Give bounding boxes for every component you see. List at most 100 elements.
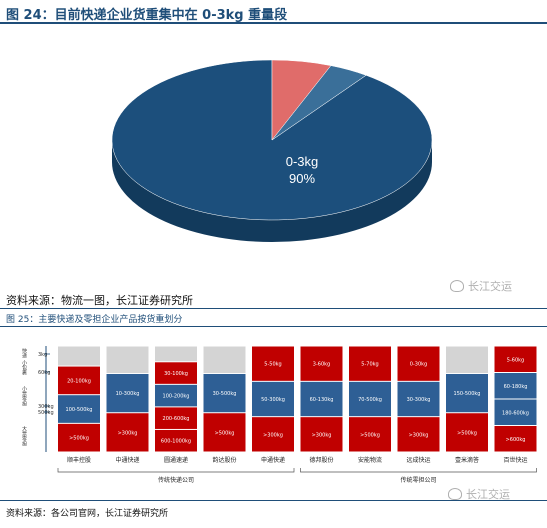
watermark-1: 长江交运 — [450, 278, 512, 294]
figure-25-source: 资料来源：各公司官网，长江证券研究所 — [6, 509, 169, 519]
segment-label: 200-600kg — [163, 416, 190, 422]
pie-slice-2 — [271, 65, 367, 141]
axis-tick-label: 300kg — [38, 404, 54, 410]
segment-label: 60-180kg — [504, 384, 528, 390]
group-bracket — [300, 468, 537, 473]
segment-blue — [58, 395, 100, 423]
segment-blue — [446, 373, 488, 413]
segment-red — [252, 417, 294, 452]
segment-red — [397, 346, 440, 381]
segment-label: 5-50kg — [264, 362, 281, 368]
segment-label: 180-600kg — [502, 410, 529, 416]
segment-label: 30-500kg — [213, 391, 237, 397]
pie-chart: 0-3kg 90% — [111, 59, 433, 242]
segment-label: >600kg — [506, 437, 526, 443]
watermark-2: 长江交运 — [448, 486, 510, 502]
segment-label: 30-300kg — [407, 397, 431, 403]
company-name: 安能物流 — [358, 456, 382, 464]
segment-label: 0-30kg — [410, 362, 427, 368]
axis-band-label: 小票零担 — [21, 385, 27, 406]
axis-tick-label: 500kg — [38, 410, 54, 416]
segment-red — [155, 429, 197, 452]
segment-red — [58, 366, 100, 395]
pie-slice-value: 90% — [289, 171, 315, 186]
company-name: 韵达股份 — [212, 456, 236, 464]
segment-label: 600-1000kg — [161, 439, 191, 445]
wechat-icon — [448, 488, 462, 500]
segment-label: 150-500kg — [454, 391, 481, 397]
axis-tick-label: 3kg — [38, 352, 47, 358]
group-label: 传统快递公司 — [158, 476, 194, 484]
segment-label: 5-70kg — [361, 362, 378, 368]
company-name: 壹米滴答 — [455, 456, 479, 464]
segment-label: 100-500kg — [66, 407, 93, 413]
segment-label: 30-100kg — [164, 371, 188, 377]
title-rule — [0, 22, 547, 24]
segment-gray — [155, 346, 197, 362]
segment-blue — [155, 384, 197, 407]
segment-blue — [494, 399, 537, 425]
segment-red — [300, 417, 343, 452]
figure-24-source: 资料来源：物流一图，长江证券研究所 — [6, 294, 193, 307]
segment-red — [349, 346, 391, 381]
segment-red — [155, 407, 197, 429]
company-name: 顺丰控股 — [67, 456, 91, 464]
segment-gray — [203, 346, 246, 373]
company-name: 圆通速递 — [164, 456, 188, 464]
segment-blue — [252, 381, 294, 417]
segment-label: >500kg — [69, 436, 89, 442]
segment-label: >500kg — [360, 432, 380, 438]
segment-label: >500kg — [457, 430, 477, 436]
segment-label: >300kg — [409, 432, 429, 438]
axis-tick-label: 60kg — [38, 370, 50, 376]
axis-band-label: 大票零担 — [21, 425, 27, 446]
segment-gray — [58, 346, 100, 366]
watermark-text: 长江交运 — [468, 280, 512, 293]
segment-blue — [494, 373, 537, 399]
segment-blue — [203, 373, 246, 413]
segment-label: >300kg — [312, 432, 332, 438]
segment-red — [106, 413, 149, 452]
pie-side-wall — [112, 140, 432, 242]
segment-red — [397, 417, 440, 452]
axis-band-label: 小包裹 — [21, 359, 27, 376]
segment-blue — [397, 381, 440, 417]
company-name: 中通快递 — [115, 456, 139, 464]
bottom-rule — [0, 500, 547, 501]
segment-label: 50-300kg — [261, 397, 285, 403]
watermark-text: 长江交运 — [466, 488, 510, 501]
segment-label: 3-60kg — [313, 362, 330, 368]
segment-label: 10-300kg — [116, 391, 140, 397]
segment-label: 100-200kg — [163, 394, 190, 400]
segment-red — [58, 423, 100, 452]
company-name: 百世快运 — [503, 456, 527, 464]
segment-label: 60-130kg — [310, 397, 334, 403]
segment-red — [494, 346, 537, 372]
company-name: 申通快递 — [261, 456, 285, 464]
segment-red — [155, 362, 197, 384]
segment-blue — [349, 381, 391, 417]
source-rule — [0, 308, 547, 309]
segment-label: >300kg — [118, 430, 138, 436]
segment-red — [494, 426, 537, 452]
segment-label: 20-100kg — [67, 378, 91, 384]
segment-gray — [446, 346, 488, 373]
segment-label: >300kg — [263, 432, 283, 438]
segment-red — [252, 346, 294, 381]
figure-24-title: 图 24：目前快递企业货重集中在 0-3kg 重量段 — [6, 8, 288, 23]
group-label: 传统零担公司 — [400, 476, 436, 484]
segment-red — [300, 346, 343, 381]
segment-blue — [300, 381, 343, 417]
figure-25-rule — [0, 326, 547, 327]
segment-label: 70-500kg — [358, 397, 382, 403]
segment-red — [349, 417, 391, 452]
company-name: 德邦股份 — [309, 456, 333, 464]
segment-red — [203, 413, 246, 452]
segment-gray — [106, 346, 149, 373]
wechat-icon — [450, 280, 464, 292]
segment-label: 5-60kg — [507, 357, 524, 363]
pie-slice-label: 0-3kg — [286, 154, 319, 169]
group-bracket — [57, 468, 295, 473]
segment-blue — [106, 373, 149, 413]
